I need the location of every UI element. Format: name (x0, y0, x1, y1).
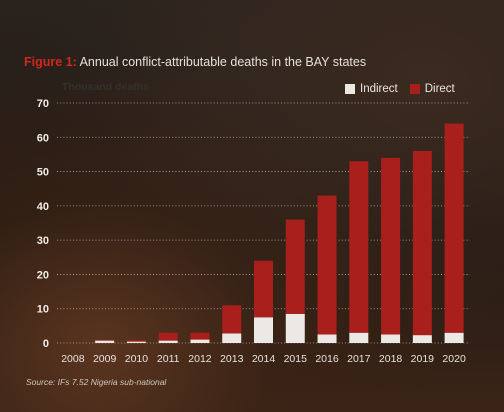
legend-swatch-indirect (345, 84, 355, 94)
bar-indirect-2013 (222, 333, 242, 343)
y-axis-unit-label: Thousand deaths (62, 81, 149, 93)
figure-title-text: Annual conflict-attributable deaths in t… (76, 55, 367, 69)
x-tick-label: 2008 (61, 353, 85, 365)
x-tick-label: 2019 (411, 353, 435, 365)
bar-direct-2020 (444, 123, 464, 333)
y-tick-label: 70 (37, 98, 49, 110)
bar-direct-2017 (349, 161, 369, 333)
bar-direct-2019 (412, 151, 432, 336)
x-tick-label: 2018 (379, 353, 403, 365)
y-tick-label: 0 (43, 338, 49, 350)
chart-legend: Indirect Direct (345, 83, 455, 95)
y-tick-label: 20 (37, 269, 49, 281)
bar-indirect-2020 (444, 332, 464, 343)
bar-indirect-2015 (285, 313, 305, 343)
bar-direct-2013 (222, 305, 242, 334)
bar-indirect-2017 (349, 332, 369, 343)
x-tick-label: 2014 (252, 353, 276, 365)
bar-direct-2012 (190, 332, 210, 340)
x-tick-label: 2017 (347, 353, 371, 365)
bar-direct-2011 (158, 332, 178, 341)
x-tick-label: 2012 (188, 353, 212, 365)
y-tick-label: 30 (37, 235, 49, 247)
bar-direct-2016 (317, 195, 337, 335)
x-tick-label: 2010 (125, 353, 149, 365)
y-tick-label: 10 (37, 304, 49, 316)
x-tick-label: 2009 (93, 353, 117, 365)
legend-label-indirect: Indirect (360, 83, 398, 95)
bar-indirect-2014 (254, 317, 273, 343)
bar-indirect-2019 (412, 335, 432, 343)
x-tick-label: 2015 (284, 353, 308, 365)
legend-label-direct: Direct (424, 83, 455, 95)
bar-indirect-2018 (381, 334, 401, 343)
chart-title: Figure 1: Annual conflict-attributable d… (24, 55, 366, 69)
figure-number: Figure 1: (24, 55, 77, 69)
bar-indirect-2011 (158, 340, 178, 343)
bar-indirect-2012 (190, 339, 210, 343)
bar-indirect-2009 (95, 340, 115, 343)
bar-direct-2010 (126, 340, 146, 342)
x-tick-label: 2020 (442, 353, 466, 365)
bar-direct-2014 (254, 260, 273, 318)
bar-direct-2009 (95, 339, 115, 341)
y-tick-label: 60 (37, 132, 49, 144)
legend-item-direct: Direct (409, 83, 455, 95)
bar-direct-2018 (381, 157, 401, 335)
y-tick-label: 40 (37, 201, 49, 213)
bar-indirect-2016 (317, 334, 337, 343)
source-note: Source: IFs 7.52 Nigeria sub-national (26, 377, 167, 387)
legend-swatch-direct (409, 84, 420, 94)
x-tick-label: 2016 (315, 353, 339, 365)
bar-indirect-2010 (126, 341, 146, 343)
bar-direct-2015 (285, 219, 305, 314)
y-tick-label: 50 (37, 167, 49, 179)
x-tick-label: 2011 (157, 353, 180, 365)
x-tick-label: 2013 (220, 353, 244, 365)
legend-item-indirect: Indirect (345, 83, 398, 95)
